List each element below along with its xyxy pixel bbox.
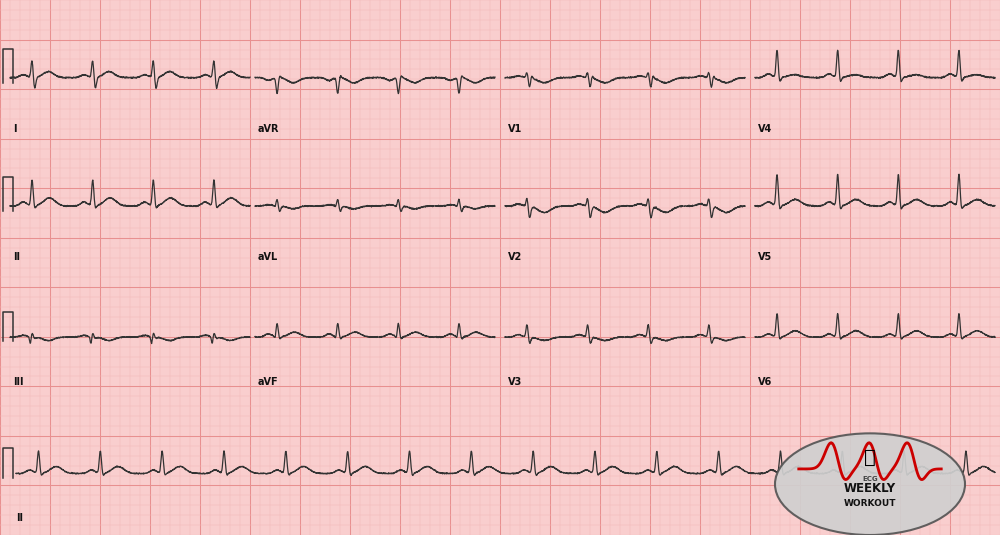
Text: V4: V4: [758, 124, 772, 134]
Text: 🏋: 🏋: [864, 448, 876, 467]
Text: aVL: aVL: [258, 252, 278, 262]
Text: V6: V6: [758, 377, 772, 387]
Text: III: III: [13, 377, 24, 387]
Text: I: I: [13, 124, 16, 134]
Text: aVF: aVF: [258, 377, 279, 387]
Text: WORKOUT: WORKOUT: [844, 499, 896, 508]
Text: ECG: ECG: [862, 476, 878, 482]
Text: II: II: [16, 514, 23, 523]
Text: V2: V2: [508, 252, 522, 262]
Text: aVR: aVR: [258, 124, 280, 134]
Text: V3: V3: [508, 377, 522, 387]
Circle shape: [775, 433, 965, 535]
Text: V5: V5: [758, 252, 772, 262]
Text: II: II: [13, 252, 20, 262]
Text: V1: V1: [508, 124, 522, 134]
Text: WEEKLY: WEEKLY: [844, 482, 896, 495]
